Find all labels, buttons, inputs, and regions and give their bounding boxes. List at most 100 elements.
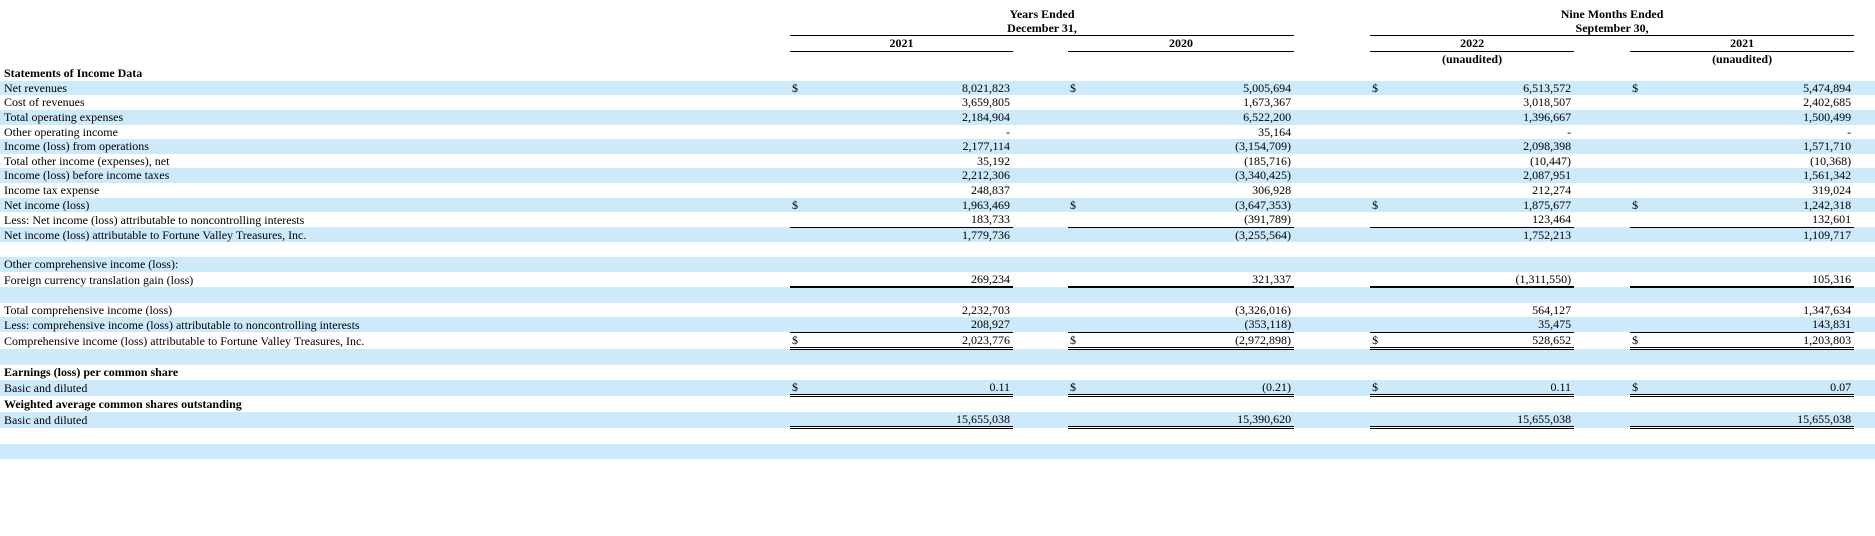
table-row: Less: Net income (loss) attributable to … bbox=[0, 212, 1875, 228]
header-gap bbox=[1013, 51, 1068, 66]
row-gap bbox=[1294, 332, 1370, 349]
row-gap bbox=[1574, 444, 1630, 459]
dollar-sign-cell bbox=[1370, 271, 1401, 289]
dollar-sign-cell bbox=[1630, 168, 1660, 183]
table-cell-value: (0.21) bbox=[1098, 379, 1295, 398]
income-statement-table: Years Ended December 31, Nine Months End… bbox=[0, 8, 1875, 459]
year-header-row: 2021 2020 2022 2021 bbox=[0, 35, 1875, 52]
header-gap bbox=[1013, 36, 1068, 52]
dollar-sign-cell: $ bbox=[792, 197, 798, 212]
row-gap bbox=[1574, 227, 1630, 242]
row-label: Net income (loss) bbox=[4, 197, 90, 212]
header-blank bbox=[1068, 51, 1294, 66]
row-gap bbox=[1013, 81, 1068, 96]
row-gap bbox=[1294, 303, 1370, 318]
dollar-sign-cell bbox=[1630, 317, 1661, 333]
row-gap bbox=[1574, 168, 1630, 183]
supergroup-header-row: Years Ended December 31, Nine Months End… bbox=[0, 8, 1875, 36]
dollar-sign-cell: $ bbox=[1068, 332, 1098, 351]
row-gap bbox=[1013, 317, 1068, 332]
row-gap bbox=[1013, 183, 1068, 198]
row-gap bbox=[1574, 332, 1630, 349]
row-label: Net income (loss) attributable to Fortun… bbox=[4, 227, 307, 242]
row-gap bbox=[1294, 349, 1370, 365]
dollar-sign-cell: $ bbox=[1630, 332, 1661, 351]
table-cell-value bbox=[1098, 66, 1294, 81]
row-gap bbox=[1574, 66, 1630, 81]
table-cell-value: 15,655,038 bbox=[1660, 411, 1855, 430]
dollar-sign-cell bbox=[1068, 183, 1098, 198]
table-cell-value bbox=[1098, 396, 1294, 412]
table-cell-value: 2,098,398 bbox=[1523, 139, 1572, 154]
row-gap bbox=[1294, 317, 1370, 332]
row-pad bbox=[1854, 287, 1875, 303]
row-pad bbox=[1854, 444, 1875, 459]
section-header-row: Earnings (loss) per common share bbox=[0, 365, 1875, 380]
row-pad bbox=[1854, 95, 1875, 110]
dollar-sign-cell bbox=[790, 411, 820, 430]
year-column-9m2022: 2022 bbox=[1370, 35, 1575, 52]
dollar-sign-cell bbox=[790, 212, 820, 228]
table-cell-value: 5,005,694 bbox=[1243, 80, 1292, 95]
unaudited-label: (unaudited) bbox=[1712, 51, 1773, 66]
row-label: Cost of revenues bbox=[4, 95, 85, 110]
table-cell-value: (3,647,353) bbox=[1235, 197, 1292, 212]
row-label: Income (loss) from operations bbox=[4, 139, 149, 154]
table-cell-value: - bbox=[1567, 124, 1572, 139]
row-gap bbox=[1574, 95, 1630, 110]
row-gap bbox=[1013, 287, 1068, 303]
dollar-sign-cell bbox=[790, 110, 820, 125]
table-cell-value: 6,522,200 bbox=[1243, 110, 1292, 125]
row-gap bbox=[1013, 110, 1068, 125]
dollar-sign-cell bbox=[790, 303, 820, 318]
row-gap bbox=[1294, 380, 1370, 396]
table-cell-value: 5,474,894 bbox=[1803, 80, 1852, 95]
row-gap bbox=[1294, 287, 1370, 303]
dollar-sign-cell: $ bbox=[1370, 332, 1401, 351]
dollar-sign-cell bbox=[1370, 303, 1400, 318]
table-cell-value: 1,500,499 bbox=[1803, 110, 1852, 125]
table-cell-value: (353,118) bbox=[1098, 317, 1295, 333]
dollar-sign-cell bbox=[790, 257, 820, 272]
table-cell-value bbox=[1400, 365, 1574, 380]
dollar-sign-cell bbox=[1630, 212, 1661, 228]
row-gap bbox=[1294, 412, 1370, 428]
dollar-sign-cell: $ bbox=[1370, 379, 1401, 398]
row-gap bbox=[1574, 317, 1630, 332]
row-pad bbox=[1854, 396, 1875, 412]
table-row: Total other income (expenses), net 35,192… bbox=[0, 154, 1875, 169]
table-cell-value: (3,326,016) bbox=[1235, 302, 1292, 317]
dollar-sign-cell bbox=[1370, 66, 1400, 81]
row-pad bbox=[1854, 380, 1875, 396]
dollar-sign-cell bbox=[1370, 444, 1400, 459]
table-cell-value: 105,316 bbox=[1660, 271, 1855, 289]
dollar-sign-cell bbox=[1068, 287, 1098, 303]
table-cell-value bbox=[820, 365, 1013, 380]
row-label: Other comprehensive income (loss): bbox=[4, 257, 179, 271]
header-spacer bbox=[0, 36, 790, 52]
dollar-sign-cell: $ bbox=[1372, 197, 1379, 212]
row-gap bbox=[1013, 154, 1068, 169]
row-pad bbox=[1854, 212, 1875, 227]
row-gap bbox=[1013, 444, 1068, 459]
row-label: Foreign currency translation gain (loss) bbox=[4, 272, 194, 287]
table-cell-value: 269,234 bbox=[820, 271, 1013, 289]
dollar-sign-cell bbox=[1630, 271, 1661, 289]
dollar-sign-cell bbox=[1630, 349, 1660, 365]
dollar-sign-cell bbox=[1630, 66, 1660, 81]
dollar-sign-cell bbox=[1630, 183, 1660, 198]
table-cell-value: (10,368) bbox=[1810, 153, 1852, 168]
supergroup-nine-months: Nine Months Ended September 30, bbox=[1370, 8, 1855, 36]
row-label: Less: Net income (loss) attributable to … bbox=[4, 212, 305, 227]
dollar-sign-cell bbox=[790, 271, 820, 289]
header-gap bbox=[1294, 36, 1370, 52]
page: { "colors": { "stripe": "#cdeafa", "text… bbox=[0, 8, 1875, 536]
supergroup-years-ended: Years Ended December 31, bbox=[790, 8, 1295, 36]
table-cell-value bbox=[1660, 444, 1854, 459]
dollar-sign-cell bbox=[1370, 287, 1400, 303]
table-row: Foreign currency translation gain (loss)… bbox=[0, 271, 1875, 289]
blank-row bbox=[0, 348, 1875, 366]
row-gap bbox=[1013, 66, 1068, 81]
table-cell-value bbox=[1400, 349, 1574, 365]
dollar-sign-cell bbox=[1630, 227, 1660, 242]
